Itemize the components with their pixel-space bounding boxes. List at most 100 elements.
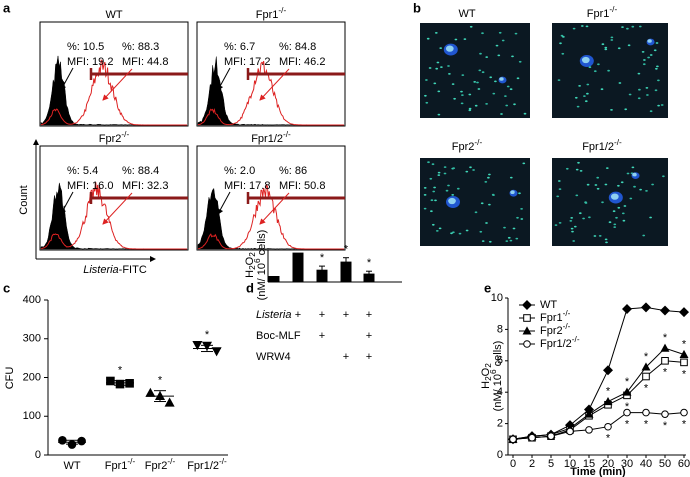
text-part: 2 — [248, 265, 257, 270]
marker — [641, 302, 651, 313]
bacterium — [438, 227, 442, 230]
bacterium — [489, 76, 493, 79]
bacterium — [578, 85, 581, 87]
bacterium — [633, 185, 636, 188]
panel-label: c — [3, 280, 10, 295]
treatment-mark: + — [366, 351, 372, 363]
x-tick-label: 30 — [621, 458, 633, 470]
bacterium — [434, 32, 438, 34]
bacterium — [509, 239, 513, 242]
pointer — [217, 191, 231, 215]
significance: * — [644, 351, 649, 363]
axis-label: (nM/ 106 cells) — [253, 230, 268, 301]
bacterium — [435, 67, 439, 70]
cell-core — [581, 56, 590, 64]
bar — [363, 273, 375, 282]
marker — [661, 357, 669, 365]
text-part: Fpr1 — [587, 8, 610, 20]
panel-label: d — [246, 280, 254, 295]
bacterium — [558, 188, 562, 191]
image-title: Fpr1-/- — [587, 5, 618, 20]
bacterium — [516, 216, 519, 219]
bacterium — [608, 221, 612, 224]
bacterium — [450, 232, 453, 235]
significance: * — [682, 338, 687, 350]
bacterium — [485, 222, 488, 224]
bacterium — [518, 192, 521, 195]
bacterium — [588, 216, 591, 219]
bacterium — [429, 177, 433, 180]
bacterium — [481, 240, 485, 243]
bacterium — [645, 190, 648, 192]
bacterium — [463, 38, 467, 40]
gate-stat: MFI: 19.2 — [67, 56, 113, 68]
bacterium — [610, 39, 614, 41]
bacterium — [424, 94, 427, 97]
y-tick-label: 100 — [23, 410, 41, 422]
marker — [622, 303, 632, 314]
text-part: -/- — [121, 130, 129, 139]
marker — [528, 433, 536, 442]
bacterium — [605, 167, 609, 170]
bacterium — [484, 181, 488, 183]
bacterium — [431, 163, 435, 166]
bacterium — [523, 112, 527, 115]
treatment-label: Listeria — [256, 309, 291, 321]
bacterium — [570, 227, 574, 230]
bacterium — [617, 184, 620, 187]
bacterium — [600, 88, 604, 91]
bacterium — [623, 205, 627, 207]
marker — [604, 422, 612, 431]
bacterium — [575, 194, 579, 197]
text-part: Fpr2 — [99, 133, 122, 145]
text-part: Fpr1 — [256, 9, 279, 21]
bacterium — [436, 61, 440, 64]
text-part: Fpr1/2 — [187, 460, 219, 472]
x-tick-label: 50 — [659, 458, 671, 470]
bacterium — [576, 105, 580, 108]
bacterium — [601, 43, 605, 46]
text-part: WT — [458, 8, 475, 20]
bacterium — [631, 25, 635, 28]
bacterium — [617, 206, 621, 209]
marker — [192, 341, 203, 351]
bacterium — [481, 71, 485, 74]
bacterium — [452, 231, 455, 234]
bacterium — [604, 46, 608, 49]
y-tick-label: 400 — [23, 294, 41, 306]
text-part: Fpr1 — [105, 460, 128, 472]
y-tick-label: 0 — [35, 449, 41, 461]
x-tick-label: 0 — [510, 458, 516, 470]
bacterium — [512, 227, 516, 230]
treatment-mark: + — [366, 309, 372, 321]
bacterium — [506, 85, 510, 88]
bacterium — [423, 194, 427, 196]
bar — [268, 276, 280, 282]
text-part: 2 — [484, 376, 493, 381]
bacterium — [516, 77, 520, 80]
histogram-listeria — [40, 59, 187, 126]
plot-title: Fpr1/2-/- — [251, 130, 291, 145]
bacterium — [427, 161, 430, 164]
x-tick-label: 5 — [548, 458, 554, 470]
bacterium — [626, 27, 629, 30]
bacterium — [479, 230, 483, 233]
bacterium — [642, 234, 646, 237]
bacterium — [655, 42, 659, 44]
text-part: WT — [105, 9, 122, 21]
text-part: H — [244, 270, 256, 278]
bacterium — [610, 109, 613, 111]
significance: * — [663, 332, 668, 344]
bacterium — [461, 94, 464, 96]
marker — [509, 435, 517, 444]
text-part: Fpr2 — [452, 141, 475, 153]
marker — [680, 408, 688, 417]
legend-label: Fpr2-/- — [540, 322, 571, 337]
text-part: -/- — [167, 457, 175, 466]
bacterium — [440, 66, 443, 68]
bacterium — [518, 60, 522, 63]
gate-stat: %: 88.3 — [122, 41, 159, 53]
bacterium — [425, 79, 428, 81]
significance: * — [205, 329, 210, 341]
text-part: (nM/ 10 — [256, 263, 268, 300]
